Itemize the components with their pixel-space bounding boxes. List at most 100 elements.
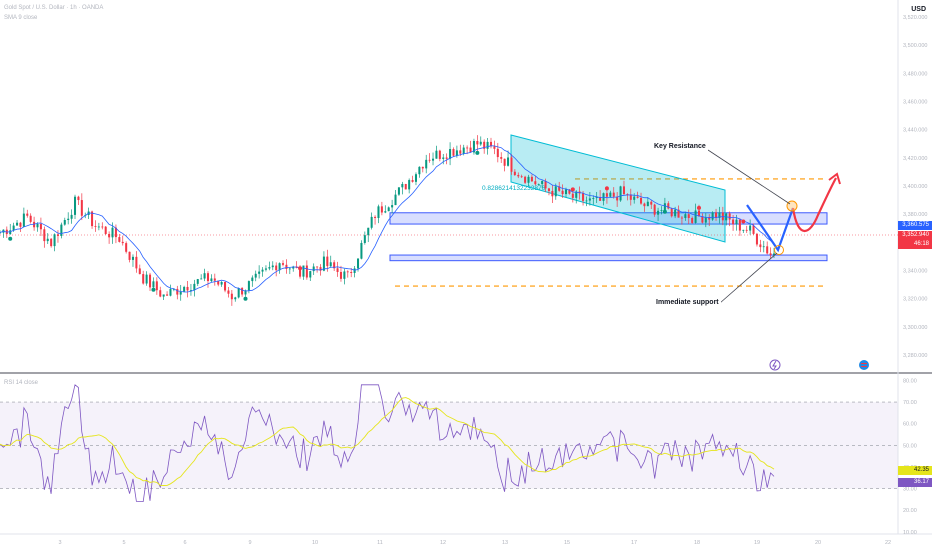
candle-body [9,230,12,235]
support-zone [389,254,828,262]
candle-body [732,219,735,225]
currency-label[interactable]: USD [911,6,926,13]
candle-body [459,150,462,154]
projection-path-up [791,177,837,232]
candle-body [166,294,169,296]
rsi-tick-label: 80.00 [903,378,917,384]
candle-body [210,278,213,282]
candle-body [367,227,370,236]
resistance-zone [389,212,828,225]
candle-body [36,223,39,228]
rsi-tick-label: 20.00 [903,508,917,514]
price-tick-label: 3,400.000 [903,184,927,190]
sell-signal-dot [604,186,609,191]
candle-body [128,251,131,260]
candle-body [452,149,455,156]
support-connector [719,252,778,304]
us-flag-icon [859,360,869,370]
candle-body [326,256,329,267]
candle-body [247,281,250,291]
time-tick-label: 13 [502,540,508,546]
us-flag-stripe [861,363,867,364]
candle-body [391,205,394,208]
candle-body [350,272,353,273]
symbol-legend[interactable]: Gold Spot / U.S. Dollar · 1h · OANDA [4,5,105,11]
candle-body [193,283,196,291]
candle-body [220,281,223,285]
candle-body [507,157,510,166]
candle-body [67,218,70,220]
candle-body [135,256,138,269]
candle-body [149,274,152,288]
price-tick-label: 3,340.000 [903,269,927,275]
rsi-tick-label: 30.00 [903,487,917,493]
price-tick-label: 3,280.000 [903,353,927,359]
candle-body [605,193,608,197]
price-tick-label: 3,500.000 [903,43,927,49]
rsi-tag-value: 36.17 [898,478,932,487]
candle-body [640,197,643,204]
candle-body [26,213,29,216]
candle-body [189,290,192,291]
candle-body [60,224,63,236]
buy-signal-dot [662,209,667,214]
candle-body [353,268,356,273]
candle-body [609,192,612,197]
candle-body [271,265,274,268]
candle-body [483,141,486,149]
candle-body [663,203,666,211]
candle-body [203,273,206,279]
candle-body [305,265,308,278]
candle-body [622,186,625,195]
candle-body [582,193,585,201]
candle-body [449,149,452,159]
candle-body [680,217,683,219]
rsi-tick-label: 60.00 [903,422,917,428]
candle-body [200,278,203,280]
candle-body [374,216,377,218]
candle-body [176,288,179,295]
rsi-tag-ma: 42.35 [898,466,932,475]
candle-body [288,268,291,270]
candle-body [299,267,302,277]
candle-body [503,158,506,166]
candle-body [264,268,267,270]
resistance-connector [707,149,791,205]
candle-body [333,262,336,269]
candle-body [766,246,769,254]
key-resistance-label: Key Resistance [652,142,708,151]
candle-body [667,203,670,209]
candle-body [316,266,319,268]
candle-body [12,225,15,231]
candle-body [445,157,448,159]
candle-body [558,186,561,191]
projection-path-down [746,204,795,253]
candle-body [254,273,257,278]
candle-body [292,266,295,269]
candle-body [530,176,533,182]
candle-body [435,150,438,159]
candle-body [142,274,145,284]
candle-body [742,229,745,231]
candle-body [394,194,397,206]
candle-body [155,281,158,291]
candle-body [643,203,646,207]
candle-body [70,214,73,219]
candle-body [91,211,94,227]
candle-body [251,277,254,282]
candle-body [612,192,615,197]
candle-body [104,226,107,234]
candle-body [370,216,373,228]
candle-body [616,196,619,201]
price-tick-label: 3,460.000 [903,99,927,105]
candle-body [94,226,97,227]
candle-body [684,214,687,219]
candle-body [575,191,578,198]
sma-legend[interactable]: SMA 9 close [4,15,39,21]
candle-body [588,198,591,201]
candle-body [466,147,469,149]
rsi-legend[interactable]: RSI 14 close [4,380,40,386]
candle-body [121,241,124,244]
support-target-circle [774,245,784,255]
candle-body [432,158,435,161]
